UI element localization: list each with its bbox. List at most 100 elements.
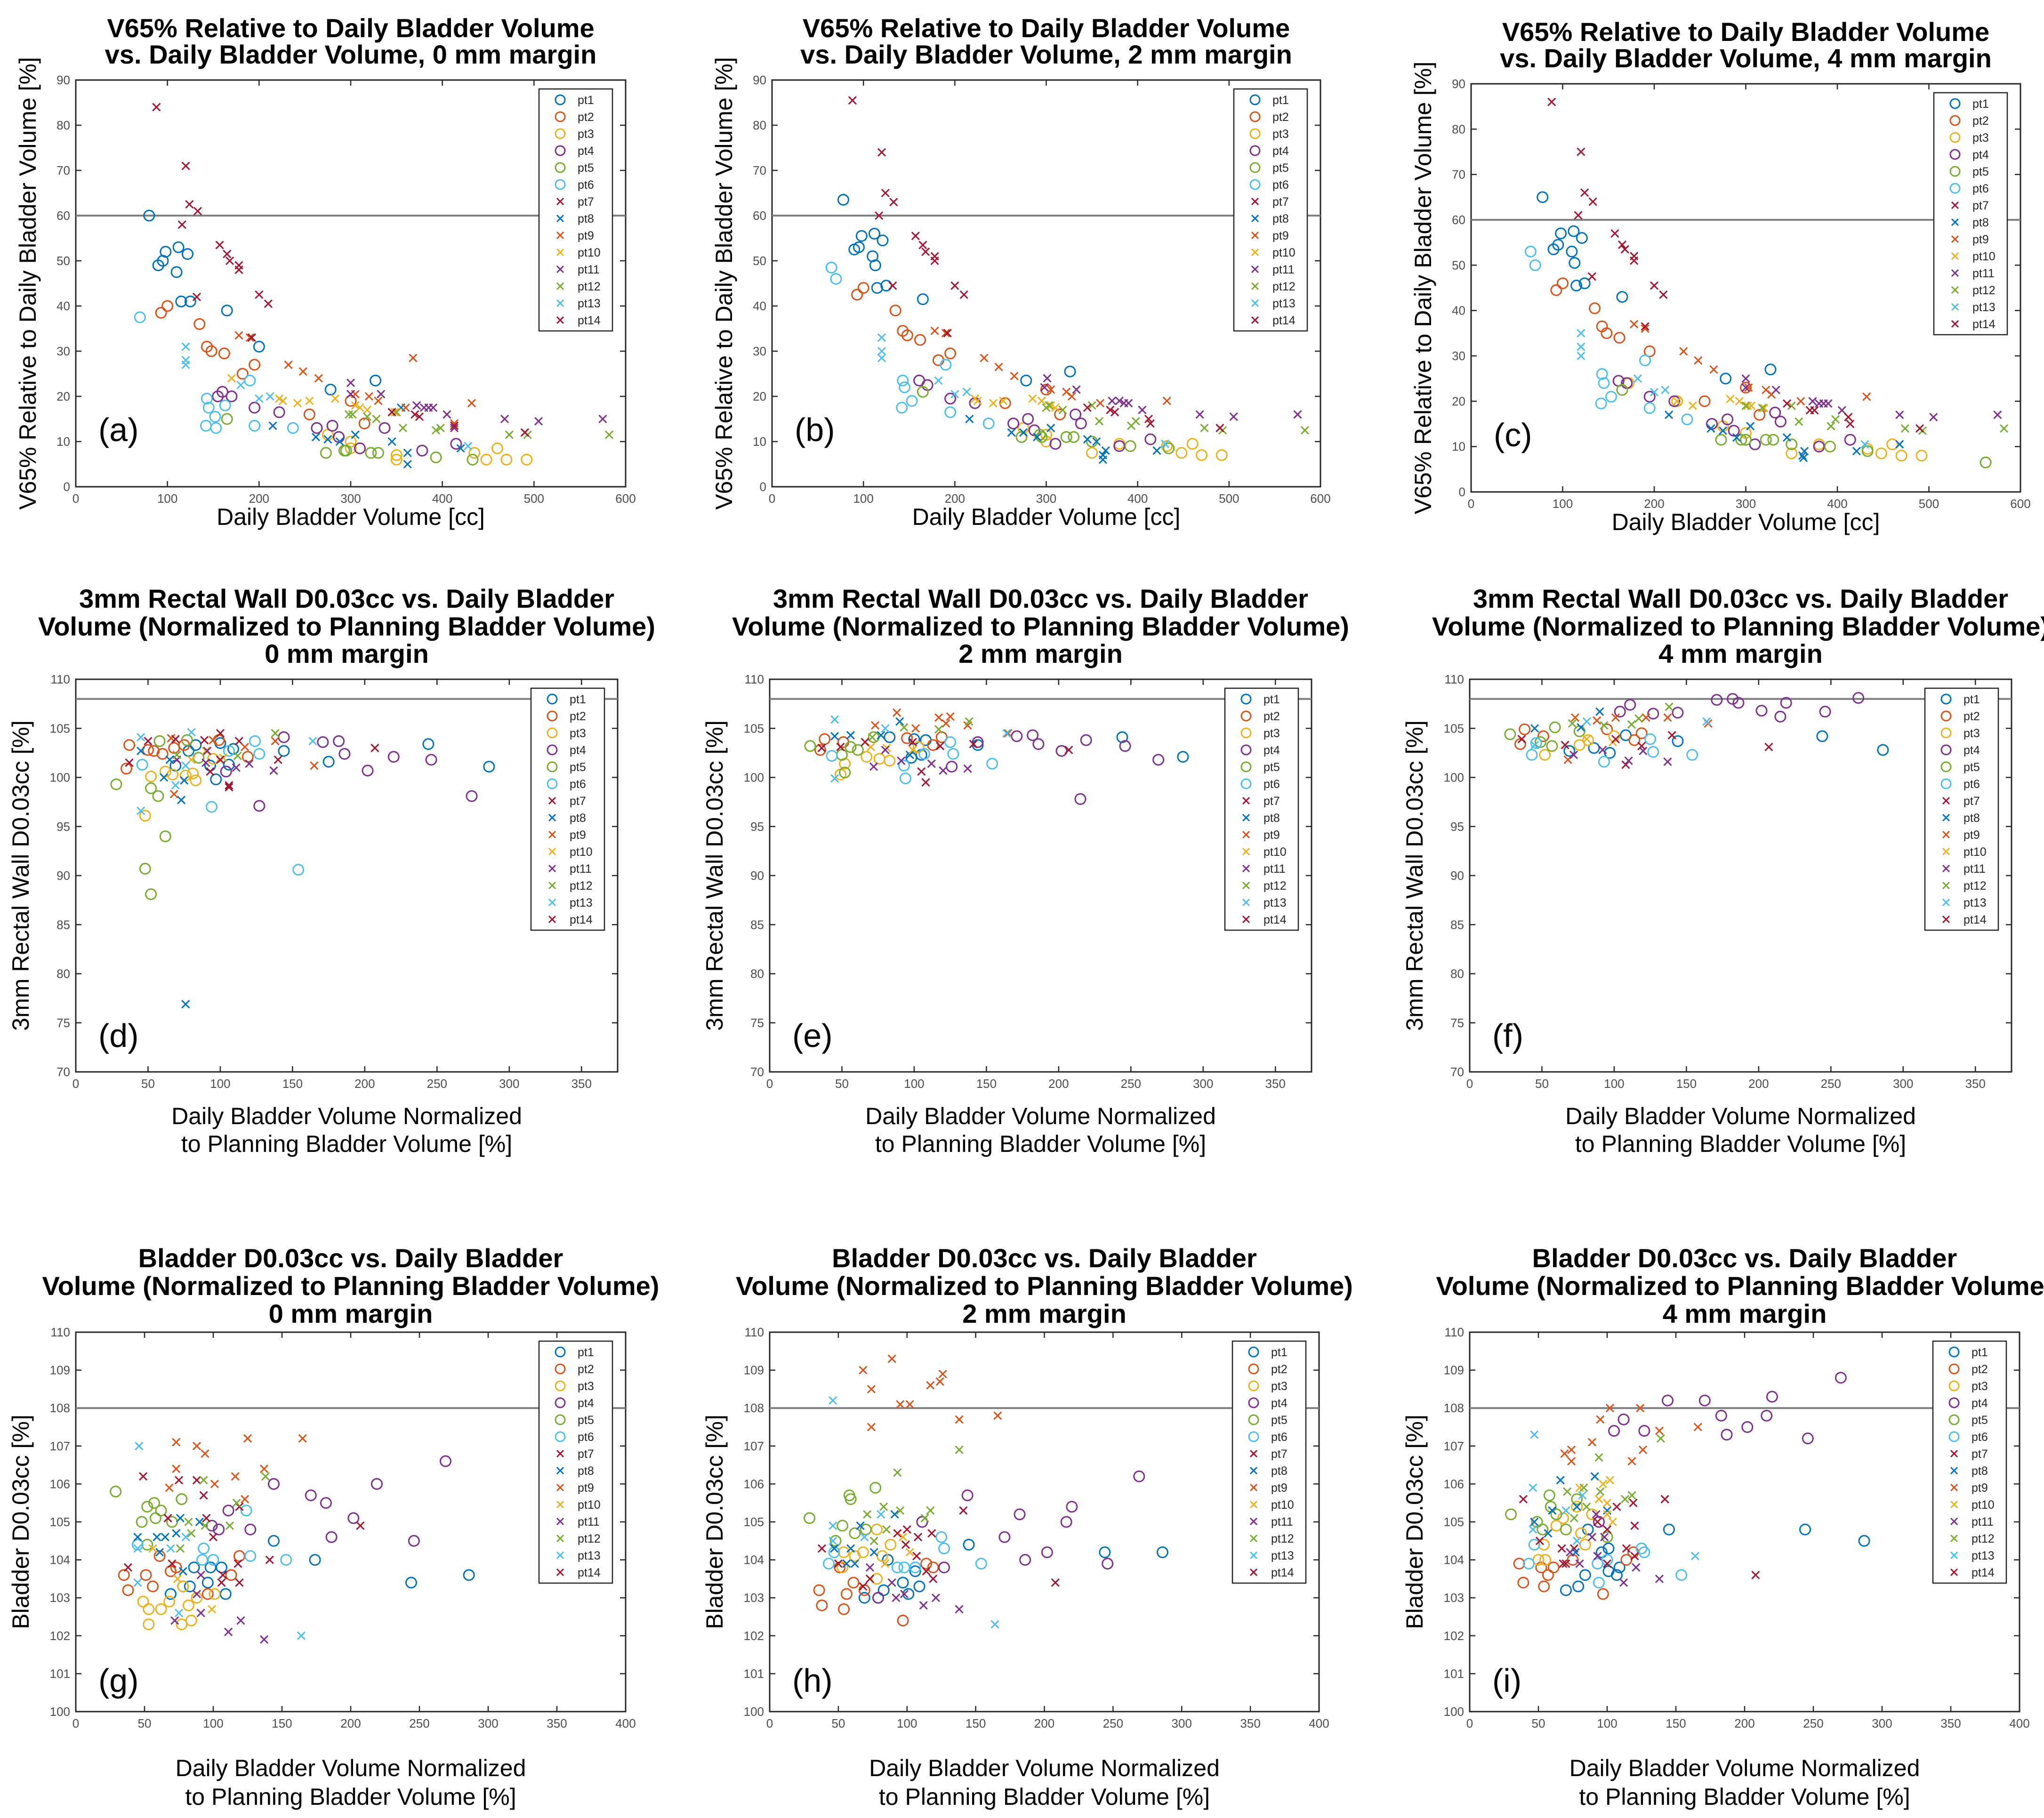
data-point-pt7 (1557, 1544, 1566, 1553)
data-point-pt6 (897, 374, 909, 386)
data-point-pt4 (425, 754, 437, 766)
legend-marker-icon (1240, 693, 1252, 705)
data-point-pt6 (287, 422, 299, 434)
legend-marker-icon (1948, 1363, 1960, 1375)
panel-c: V65% Relative to Daily Bladder Volumevs.… (1410, 17, 2031, 535)
data-point-pt2 (927, 739, 939, 751)
data-point-pt5 (320, 447, 332, 459)
data-point-pt2 (1601, 723, 1613, 735)
data-point-pt7 (209, 1533, 218, 1542)
data-point-pt7 (875, 211, 884, 220)
data-point-pt10 (1743, 401, 1752, 410)
data-point-pt13 (1650, 388, 1659, 397)
legend-label: pt7 (1271, 1448, 1288, 1461)
data-point-pt11 (1575, 1559, 1584, 1568)
data-point-pt6 (891, 1561, 903, 1574)
legend-box (538, 88, 613, 332)
data-point-pt9 (1593, 716, 1601, 725)
data-point-pt9 (1560, 1449, 1569, 1458)
data-point-pt9 (867, 1384, 876, 1393)
data-point-pt1 (184, 1580, 196, 1593)
legend-label: pt7 (1972, 199, 1989, 212)
chart-title: 3mm Rectal Wall D0.03cc vs. Daily Bladde… (773, 584, 1308, 613)
legend-label: pt2 (578, 111, 594, 124)
data-point-pt1 (913, 1580, 925, 1593)
legend-label: pt11 (1972, 1515, 1994, 1528)
legend-marker-icon (556, 1517, 564, 1526)
data-point-pt7 (192, 292, 201, 301)
data-point-pt10 (208, 1605, 217, 1614)
data-point-pt7 (192, 1476, 201, 1485)
data-point-pt6 (1644, 733, 1657, 745)
chart-title: 3mm Rectal Wall D0.03cc vs. Daily Bladde… (1473, 584, 2008, 613)
x-tick-label: 300 (1193, 1077, 1213, 1091)
data-point-pt5 (145, 888, 157, 901)
legend-label: pt7 (1263, 795, 1280, 808)
data-point-pt4 (1761, 1409, 1773, 1422)
x-tick-label: 100 (853, 491, 873, 506)
data-point-pt4 (1774, 416, 1786, 428)
data-point-pt10 (1051, 403, 1060, 412)
legend-label: pt3 (1972, 1380, 1988, 1393)
data-point-pt10 (173, 1574, 182, 1583)
y-tick-label: 70 (753, 163, 766, 177)
data-point-pt6 (280, 1554, 292, 1566)
legend-marker-icon (1249, 1449, 1258, 1458)
legend-marker-icon (1951, 269, 1959, 277)
data-point-pt4 (466, 790, 478, 802)
data-point-pt12 (1300, 426, 1310, 435)
legend-marker-icon (1248, 1431, 1259, 1442)
data-point-pt5 (1546, 740, 1558, 752)
data-point-pt7 (225, 783, 233, 792)
legend-marker-icon (1240, 778, 1252, 789)
data-point-pt6 (938, 1542, 950, 1554)
y-tick-label: 109 (744, 1363, 764, 1377)
y-tick-label: 80 (753, 118, 766, 132)
data-point-pt3 (155, 1603, 167, 1615)
axes-box (769, 1331, 1320, 1713)
data-point-pt1 (188, 1561, 200, 1574)
x-axis-label: Daily Bladder Volume Normalized (869, 1755, 1220, 1781)
data-point-pt11 (939, 766, 948, 775)
data-point-pt12 (372, 414, 381, 424)
data-point-pt11 (931, 1593, 941, 1602)
x-tick-label: 150 (976, 1077, 997, 1091)
data-point-pt6 (1605, 391, 1617, 403)
data-point-pt5 (149, 1512, 161, 1524)
data-point-pt8 (1718, 426, 1727, 435)
legend-marker-icon (548, 847, 556, 856)
data-point-pt2 (1547, 1561, 1560, 1574)
data-point-pt9 (1679, 347, 1688, 356)
data-point-pt8 (856, 1521, 865, 1530)
data-point-pt5 (141, 1538, 153, 1551)
data-point-pt7 (255, 290, 264, 299)
legend-label: pt14 (1272, 314, 1296, 327)
data-point-pt10 (908, 746, 917, 755)
data-point-pt9 (201, 1449, 209, 1458)
data-point-pt8 (133, 1533, 142, 1542)
y-tick-label: 107 (50, 1439, 70, 1453)
data-point-pt2 (1538, 1580, 1550, 1593)
data-point-pt13 (187, 728, 196, 737)
data-point-pt7 (1637, 741, 1646, 750)
data-point-pt6 (1681, 413, 1693, 426)
legend-label: pt1 (578, 1346, 594, 1359)
data-point-pt13 (236, 380, 245, 390)
legend-label: pt4 (1272, 145, 1289, 158)
legend-marker-icon (1950, 1517, 1958, 1526)
chart-title: Bladder D0.03cc vs. Daily Bladder (832, 1243, 1257, 1273)
data-point-pt7 (893, 1529, 902, 1538)
data-point-pt7 (927, 1529, 936, 1538)
data-point-pt14 (200, 736, 209, 745)
data-point-pt5 (136, 1516, 148, 1528)
panel-letter: (e) (792, 1017, 833, 1054)
legend: pt1 pt2 pt3 pt4 pt5 pt6 pt7 pt8 pt9 pt10 pt11 pt12 p… (1933, 92, 2008, 336)
data-point-pt11 (443, 410, 451, 419)
data-point-pt6 (249, 735, 261, 747)
data-point-pt9 (172, 1464, 181, 1473)
data-point-pt14 (217, 1578, 226, 1587)
data-point-pt6 (944, 406, 957, 418)
legend-marker-icon (1942, 915, 1950, 924)
data-point-pt6 (1524, 245, 1537, 257)
legend-label: pt5 (1964, 761, 1980, 774)
